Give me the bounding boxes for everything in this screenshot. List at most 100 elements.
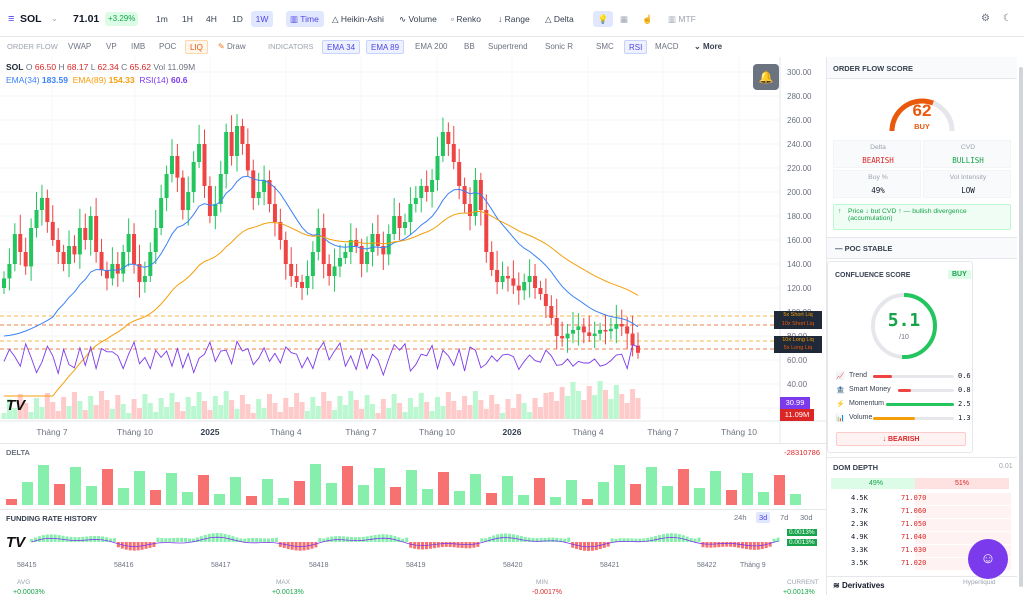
gear-icon[interactable]: ⚙ — [981, 13, 990, 24]
delta-bar — [54, 484, 65, 505]
derivatives-toggle[interactable]: ≋ Derivatives — [827, 576, 1017, 595]
confluence-value: 0.8 — [958, 386, 971, 394]
toggle-imb[interactable]: IMB — [131, 42, 146, 51]
volume-bar — [342, 405, 348, 419]
funding-bar — [630, 538, 634, 542]
range-30d[interactable]: 30d — [800, 513, 813, 522]
chart-type-renko[interactable]: ▫ Renko — [451, 14, 481, 24]
volume-bar — [153, 412, 159, 419]
volume-bar — [12, 408, 18, 419]
toggle-vp[interactable]: VP — [106, 42, 117, 51]
order-flow-verdict: BUY — [914, 122, 930, 131]
candle-body — [56, 240, 61, 252]
delta-bar — [502, 476, 513, 505]
candle-body — [132, 234, 137, 264]
range-3d[interactable]: 3d — [756, 512, 771, 523]
menu-icon[interactable]: ≡ — [8, 13, 15, 25]
candle-body — [229, 132, 234, 156]
grid-icon[interactable]: ▦ — [620, 14, 629, 24]
volume-bar — [570, 382, 576, 419]
chart-canvas[interactable]: 300.00 280.00 260.00 240.00 220.00 200.00 180.… — [0, 57, 826, 443]
candle-body — [121, 252, 126, 274]
volume-bar — [380, 399, 386, 419]
price-chart[interactable]: 300.00 280.00 260.00 240.00 220.00 200.00 180.… — [0, 57, 826, 443]
funding-bar — [614, 538, 618, 542]
volume-bar — [239, 395, 245, 419]
chart-grid — [0, 57, 826, 443]
confluence-bar-fill — [898, 389, 912, 392]
toggle-supertrend[interactable]: Supertrend — [488, 42, 528, 51]
more-button[interactable]: ⌄ More — [694, 42, 723, 51]
timeframe-4h[interactable]: 4H — [206, 14, 217, 24]
funding-bar — [338, 536, 342, 542]
volume-bar — [223, 391, 229, 419]
delta-bar — [22, 482, 33, 505]
funding-bar — [563, 538, 567, 542]
candle-body — [500, 276, 505, 282]
bell-icon[interactable]: 🔔 — [753, 64, 779, 90]
funding-bar — [721, 542, 725, 547]
toggle-liq[interactable]: LIQ — [185, 40, 208, 54]
chart-type-delta[interactable]: △ Delta — [545, 14, 574, 24]
chevron-down-icon[interactable]: ⌄ — [51, 14, 58, 23]
timeframe-1d[interactable]: 1D — [232, 14, 243, 24]
range-24h[interactable]: 24h — [734, 513, 747, 522]
volume-bar — [261, 408, 267, 419]
chart-type-heikin-ashi[interactable]: △ Heikin-Ashi — [332, 14, 384, 24]
robot-icon[interactable]: ☺ — [968, 539, 1008, 579]
ohlc-legend: SOL O 66.50 H 68.17 L 62.34 C 65.62 Vol … — [6, 62, 196, 72]
toggle-bb[interactable]: BB — [464, 42, 475, 51]
volume-bar — [581, 400, 587, 419]
candle-body — [213, 204, 218, 216]
toggle-macd[interactable]: MACD — [655, 42, 679, 51]
tradingview-logo-small: TV — [6, 534, 26, 551]
draw-button[interactable]: ✎ Draw — [218, 42, 246, 51]
timeframe-1w[interactable]: 1W — [251, 11, 273, 27]
funding-bar — [120, 542, 124, 549]
volume-bar — [565, 396, 571, 419]
volume-bar — [44, 393, 50, 419]
symbol-selector[interactable]: SOL — [20, 13, 42, 25]
scrollbar[interactable] — [1019, 67, 1023, 587]
funding-bar — [547, 537, 551, 542]
order-flow-label: ORDER FLOW — [7, 42, 58, 51]
funding-bar — [610, 538, 614, 542]
volume-bar — [397, 403, 403, 419]
timeframe-1h[interactable]: 1H — [182, 14, 193, 24]
funding-bar — [164, 538, 168, 542]
toggle-vwap[interactable]: VWAP — [68, 42, 92, 51]
chart-type-volume[interactable]: ∿ Volume — [399, 14, 437, 24]
price-tick: 260.00 — [787, 116, 812, 125]
candle-body — [630, 333, 635, 346]
hand-icon[interactable]: ☝ — [642, 14, 653, 24]
range-7d[interactable]: 7d — [780, 513, 789, 522]
candle-body — [262, 180, 267, 192]
funding-bar — [709, 542, 713, 548]
timeframe-1m[interactable]: 1m — [156, 14, 168, 24]
metric-value: BULLISH — [952, 156, 984, 165]
delta-bar — [342, 466, 353, 505]
toggle-ema200[interactable]: EMA 200 — [415, 42, 448, 51]
volume-bar — [418, 393, 424, 419]
funding-bar — [353, 537, 357, 542]
volume-bar — [407, 398, 413, 419]
chart-type-range[interactable]: ↓ Range — [498, 14, 530, 24]
toggle-sonic-r[interactable]: Sonic R — [545, 42, 574, 51]
poc-status[interactable]: — POC STABLE — [827, 237, 1017, 259]
toggle-ema34[interactable]: EMA 34 — [322, 40, 361, 54]
funding-bar — [278, 542, 282, 547]
moon-icon[interactable]: ☾ — [1003, 13, 1012, 24]
volume-bar — [505, 399, 511, 419]
metric-cell: CVD BULLISH — [923, 140, 1011, 168]
delta-bar — [166, 473, 177, 505]
funding-tick: 58418 — [309, 562, 329, 569]
toggle-ema89[interactable]: EMA 89 — [366, 40, 405, 54]
liq-tag: 5x Long Liq — [774, 344, 822, 353]
toggle-rsi[interactable]: RSI — [624, 40, 648, 54]
toggle-smc[interactable]: SMC — [596, 42, 614, 51]
chart-type-time[interactable]: ▥ Time — [286, 11, 324, 27]
volume-bar — [250, 413, 256, 419]
toggle-poc[interactable]: POC — [159, 42, 177, 51]
mtf-toggle[interactable]: ▥ MTF — [668, 14, 696, 24]
lightbulb-icon[interactable]: 💡 — [593, 11, 613, 27]
